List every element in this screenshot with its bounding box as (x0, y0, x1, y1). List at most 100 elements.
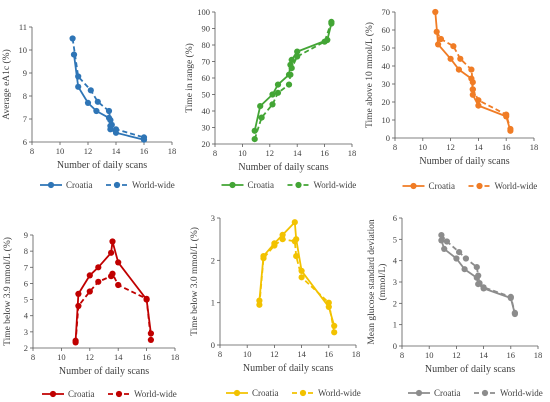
data-point (256, 301, 263, 308)
series-croatia (70, 51, 148, 143)
y-axis-title: Time in range (%) (184, 43, 195, 113)
y-tick-label: 11 (19, 22, 27, 32)
y-axis-title-line: Average eA1c (%) (1, 49, 12, 120)
data-point (251, 127, 258, 134)
data-point (331, 329, 338, 336)
y-tick-label: 6 (24, 278, 28, 288)
data-point (279, 236, 286, 243)
x-axis-title: Number of daily scans (238, 162, 328, 173)
x-tick-label: 18 (168, 146, 177, 156)
x-tick-label: 14 (297, 349, 306, 359)
data-point (294, 53, 301, 60)
data-point (294, 48, 301, 55)
data-point (433, 28, 440, 35)
y-axis-title-line: Time below 3.9 mmol/L (%) (2, 237, 13, 346)
data-point (461, 266, 468, 273)
x-tick-label: 8 (218, 349, 222, 359)
data-point (438, 232, 445, 239)
x-tick-label: 12 (86, 352, 95, 362)
y-tick-label: 2 (24, 343, 28, 353)
y-tick-label: 30 (382, 79, 391, 89)
legend-swatch-marker (410, 182, 417, 190)
data-point (274, 81, 282, 88)
legend-label: World-wide (318, 388, 361, 398)
data-point (95, 264, 102, 271)
y-tick-label: 2 (393, 298, 397, 308)
series-croatia (72, 238, 154, 344)
y-tick-label: 4 (24, 311, 29, 321)
series-line (74, 272, 152, 343)
x-tick-label: 10 (243, 349, 252, 359)
legend-label: Croatia (248, 180, 275, 190)
data-point (251, 136, 258, 143)
x-axis-title: Number of daily scans (243, 363, 333, 374)
panel-1: 8 10 12 14 16 18 6 7 8 9 10 11 Number of daily scans… (1, 22, 176, 190)
x-tick-label: 18 (171, 352, 180, 362)
data-point (112, 126, 120, 133)
panel-3: 8 10 12 14 16 18 0 10 20 30 40 50 60 70 Number of dail… (364, 7, 538, 191)
data-point (503, 111, 510, 118)
y-tick-label: 2 (211, 255, 215, 265)
legend-swatch-marker (415, 389, 423, 397)
y-tick-label: 9 (23, 68, 27, 78)
y-tick-label: 0 (386, 133, 390, 143)
y-tick-label: 80 (202, 40, 211, 50)
series-line (435, 31, 512, 130)
legend-label: Croatia (252, 388, 279, 398)
data-point (456, 249, 463, 256)
data-point (75, 73, 82, 80)
legend-swatch-marker (295, 181, 302, 189)
data-point (475, 102, 482, 109)
legend-swatch-marker (476, 182, 483, 190)
series-world-wide (433, 28, 514, 133)
data-point (476, 280, 483, 287)
y-tick-label: 100 (197, 7, 210, 17)
series-world-wide (256, 236, 338, 336)
y-tick-label: 5 (24, 295, 28, 305)
data-point (86, 288, 93, 295)
legend-swatch-marker (47, 181, 55, 189)
data-point (288, 65, 295, 72)
data-point (441, 245, 448, 252)
data-point (447, 55, 454, 62)
data-point (115, 259, 122, 266)
data-point (507, 293, 514, 300)
legend-swatch-marker (481, 389, 489, 397)
y-tick-label: 20 (382, 97, 391, 107)
x-tick-label: 18 (348, 148, 357, 158)
data-point (507, 125, 514, 133)
x-tick-label: 12 (446, 142, 455, 152)
data-point (86, 272, 93, 279)
legend-label: Croatia (68, 389, 95, 399)
x-axis-title: Number of daily scans (419, 156, 509, 167)
legend-swatch-marker (229, 181, 236, 189)
data-point (75, 83, 82, 90)
x-tick-label: 16 (507, 350, 516, 360)
legend-label: World-wide (314, 180, 357, 190)
y-tick-label: 10 (382, 115, 391, 125)
data-point (291, 219, 298, 226)
data-point (480, 284, 487, 291)
data-point (443, 238, 450, 245)
data-point (108, 121, 115, 128)
y-tick-label: 20 (202, 139, 211, 149)
legend: Croatia World-wide (408, 388, 543, 398)
y-axis-title-line: Time below 3.0 mmol/L (%) (189, 227, 200, 336)
series-line (71, 38, 145, 139)
data-point (108, 249, 115, 256)
y-tick-label: 5 (393, 234, 397, 244)
x-tick-label: 8 (213, 148, 217, 158)
x-tick-label: 14 (479, 350, 488, 360)
y-axis-title: Average eA1c (%) (1, 49, 12, 120)
data-point (285, 81, 293, 88)
y-tick-label: 6 (393, 213, 397, 223)
data-point (109, 238, 116, 245)
y-axis-title: Time above 10 mmol/L (%) (364, 22, 375, 128)
x-tick-label: 12 (452, 350, 461, 360)
y-tick-label: 30 (202, 123, 211, 133)
series-world-wide (438, 232, 518, 316)
x-axis-title: Number of daily scans (59, 366, 149, 377)
legend-label: World-wide (134, 389, 177, 399)
x-tick-label: 12 (84, 146, 93, 156)
